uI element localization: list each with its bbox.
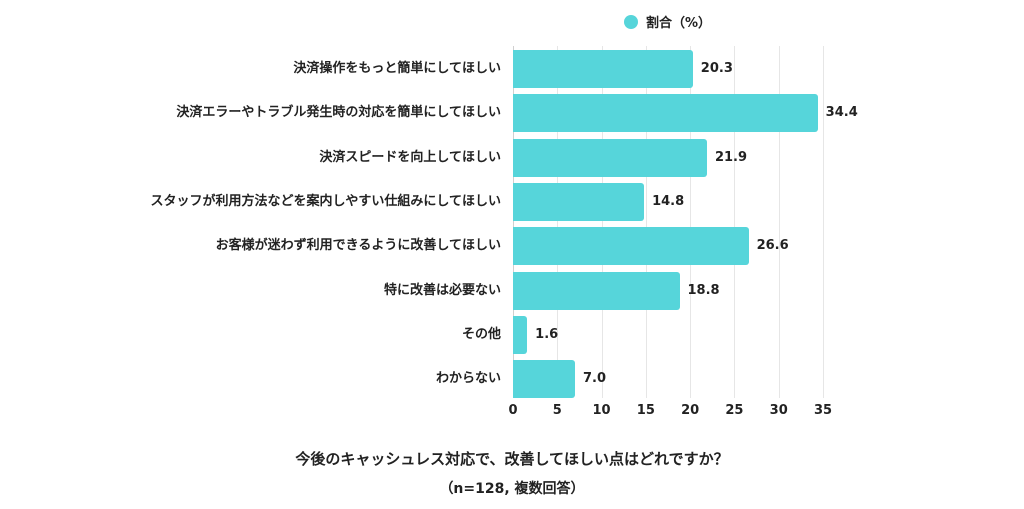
bar [513,227,749,266]
x-tick-label: 30 [769,403,788,418]
legend-label: 割合（%） [646,16,712,31]
bar [513,315,528,354]
gridline [778,46,780,398]
category-label: お客様が迷わず利用できるように改善してほしい [215,238,501,254]
bar-value-label: 26.6 [756,238,789,254]
bar-value-label: 7.0 [583,371,607,387]
x-tick-label: 10 [592,403,611,418]
bar [513,50,693,88]
category-label: 特に改善は必要ない [383,282,501,298]
x-tick-label: 20 [681,403,700,418]
bar [513,360,575,399]
bar [513,182,645,221]
x-tick-label: 0 [508,403,518,418]
category-label: わからない [435,371,501,387]
category-label: その他 [461,326,501,342]
bar-value-label: 18.8 [687,282,720,298]
category-label: 決済スピードを向上してほしい [319,149,501,165]
gridline [734,46,736,398]
x-tick-label: 25 [725,403,744,418]
gridline [557,46,559,398]
bar-value-label: 14.8 [652,193,685,209]
gridline [690,46,692,398]
gridline [601,46,603,398]
chart-legend: 割合（%） [624,12,711,31]
x-tick-label: 15 [636,403,655,418]
category-label: スタッフが利用方法などを案内しやすい仕組みにしてほしい [150,193,501,209]
bar [513,271,680,310]
gridline [823,46,824,398]
category-label: 決済操作をもっと簡単にしてほしい [293,61,501,76]
bar [513,138,707,177]
bar-value-label: 34.4 [825,105,858,121]
chart-title: 今後のキャッシュレス対応で、改善してほしい点はどれですか？ [295,450,729,468]
category-label: 決済エラーやトラブル発生時の対応を簡単にしてほしい [176,105,501,121]
x-tick-label: 5 [552,403,562,418]
bar [513,94,818,133]
gridline [645,46,647,398]
legend-swatch-icon [624,14,638,29]
x-tick-label: 35 [813,403,833,418]
chart-subtitle: （n=128, 複数回答） [439,481,585,497]
bar-value-label: 20.3 [700,61,733,76]
bar-value-label: 1.6 [535,326,559,342]
plot-area: 20.3 34.4 21.9 14.8 26.6 18.8 1.6 7.0 [513,46,858,399]
y-axis-line [513,46,514,398]
bar-value-label: 21.9 [714,149,748,165]
